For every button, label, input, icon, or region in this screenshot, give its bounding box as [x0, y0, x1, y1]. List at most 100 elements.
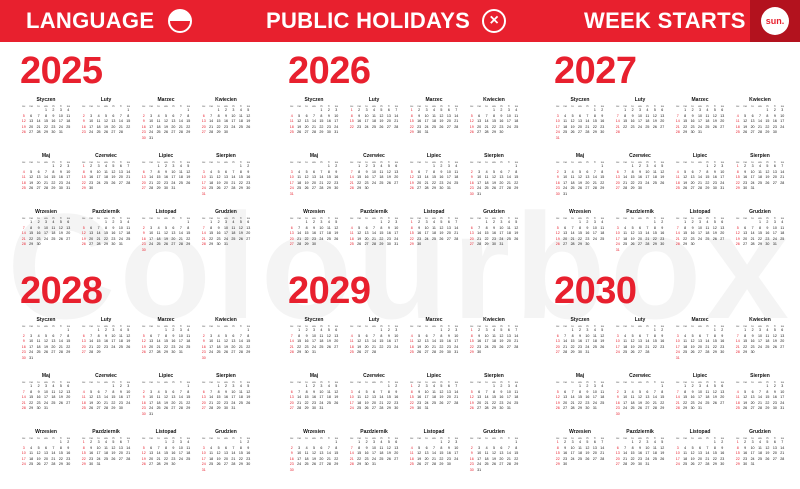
day-cell: 4	[380, 164, 383, 168]
month-calendar: Marzec su mo tu we th fr sa 1 2 3 4 5 6 7 8 9 10 11 12 13 14 1…	[674, 316, 726, 361]
week-starts-control[interactable]: WEEK STARTS	[584, 0, 746, 42]
month-calendar: Kwiecien su mo tu we th fr sa 1 2 3 4 5 6 7 8 9 10 11 12 13 1…	[200, 96, 252, 136]
day-cell: 22	[514, 456, 519, 461]
day-cell: 4	[781, 220, 784, 224]
day-cell: 27	[334, 344, 339, 349]
day-cell: 18	[645, 119, 650, 123]
day-cell: 2	[766, 220, 769, 224]
day-cell: 26	[585, 456, 590, 461]
day-cell: 10	[454, 445, 459, 450]
poland-flag-icon[interactable]	[168, 9, 193, 33]
weekday-header: su mo tu we th fr sa	[288, 380, 340, 384]
weekday-label: sa	[780, 104, 784, 108]
day-cell: 1	[305, 220, 308, 224]
day-cell: 22	[743, 344, 748, 349]
day-cell: 15	[319, 119, 324, 123]
weekday-label: th	[646, 324, 649, 328]
day-cell: 24	[585, 344, 590, 349]
day-cell: 26	[577, 186, 582, 190]
day-cell: 15	[126, 119, 131, 123]
day-cell: 30	[141, 135, 146, 140]
day-cell: 25	[645, 124, 650, 129]
week-start-selector[interactable]: sun.	[750, 0, 800, 42]
day-cell: 28	[645, 350, 650, 354]
day-cell: 25	[577, 456, 582, 461]
weekday-label: sa	[720, 436, 724, 440]
weekday-label: mo	[623, 380, 628, 384]
day-cell: 18	[630, 400, 635, 405]
weekday-label: fr	[447, 380, 450, 384]
day-cell: 26	[555, 406, 560, 410]
weekday-label: su	[616, 436, 620, 440]
day-cell: 4	[37, 333, 40, 338]
weekday-label: mo	[209, 216, 214, 220]
day-cell: 10	[477, 451, 482, 455]
day-cell: 13	[89, 231, 94, 235]
day-cell: 18	[431, 119, 436, 123]
day-cell: 28	[326, 462, 331, 466]
day-cell: 21	[58, 344, 63, 349]
day-cell: 3	[455, 440, 458, 444]
month-calendar: Wrzesien su mo tu we th fr sa 1 2 3 4 5 6 7 8 9 10 11 12 13 1…	[288, 428, 340, 473]
day-cell: 4	[706, 220, 709, 224]
day-cell: 18	[209, 180, 214, 185]
day-cell: 8	[653, 333, 656, 338]
day-cell: 10	[149, 231, 154, 235]
day-cell: 28	[484, 130, 489, 134]
public-holidays-control[interactable]: PUBLIC HOLIDAYS ×	[266, 0, 507, 42]
close-icon[interactable]: ×	[482, 9, 507, 33]
day-cell: 17	[43, 231, 48, 235]
month-calendar: Pazdziernik su mo tu we th fr sa 1 2 3 4 5 6 7 8 9 10 11 12…	[348, 208, 400, 248]
weekday-label: fr	[59, 104, 62, 108]
day-cell: 27	[118, 180, 123, 185]
day-cell: 8	[380, 225, 383, 230]
weekday-label: th	[52, 324, 55, 328]
day-cell: 5	[217, 169, 220, 174]
day-cell: 9	[104, 333, 107, 338]
day-cell: 28	[51, 462, 56, 466]
weekday-label: th	[320, 436, 323, 440]
day-cell: 23	[89, 456, 94, 461]
day-cell: 10	[506, 113, 511, 118]
month-name: Wrzesien	[35, 209, 57, 215]
day-cell: 11	[231, 225, 236, 230]
day-cell: 16	[223, 119, 228, 123]
day-cell: 2	[500, 384, 503, 388]
weekday-label: mo	[29, 216, 34, 220]
day-cell: 27	[246, 236, 251, 241]
day-cell: 3	[290, 169, 293, 174]
day-cell: 5	[631, 225, 634, 230]
day-cell: 2	[578, 328, 581, 332]
language-control[interactable]: LANGUAGE	[26, 0, 193, 42]
day-cell: 20	[446, 119, 451, 123]
day-cell: 30	[417, 130, 422, 134]
day-cell: 23	[141, 130, 146, 134]
weekday-label: th	[646, 104, 649, 108]
day-cell: 4	[290, 113, 293, 118]
month-calendar: Styczen su mo tu we th fr sa 1 2 3 4 5 6 7 8 9 10 11 12 13 14…	[20, 96, 72, 136]
weekday-label: mo	[563, 104, 568, 108]
day-cell: 21	[585, 124, 590, 129]
day-cell: 28	[454, 236, 459, 241]
day-cell: 10	[645, 445, 650, 450]
weekday-label: we	[104, 216, 108, 220]
day-cell: 5	[691, 445, 694, 450]
day-cell: 17	[126, 395, 131, 399]
day-cell: 13	[477, 395, 482, 399]
day-cell: 22	[216, 124, 221, 129]
day-cell: 29	[238, 186, 243, 190]
day-cell: 13	[563, 231, 568, 235]
day-cell: 22	[757, 236, 762, 241]
day-cell: 20	[118, 451, 123, 455]
day-cell: 6	[202, 389, 205, 394]
month-calendar: Listopad su mo tu we th fr sa 1 2 3 4 5 6 7 8 9 10 11 12 13 1…	[674, 428, 726, 468]
day-cell: 4	[157, 225, 160, 230]
day-cell: 12	[439, 389, 444, 394]
day-cell: 29	[186, 406, 191, 410]
day-cell: 18	[600, 395, 605, 399]
day-cell: 19	[499, 339, 504, 343]
weekday-label: tu	[631, 324, 634, 328]
weekday-label: sa	[660, 160, 664, 164]
month-calendar: Sierpien su mo tu we th fr sa 1 2 3 4 5 6 7 8 9 10 11 12 13 1…	[734, 152, 786, 192]
day-cell: 3	[455, 328, 458, 332]
